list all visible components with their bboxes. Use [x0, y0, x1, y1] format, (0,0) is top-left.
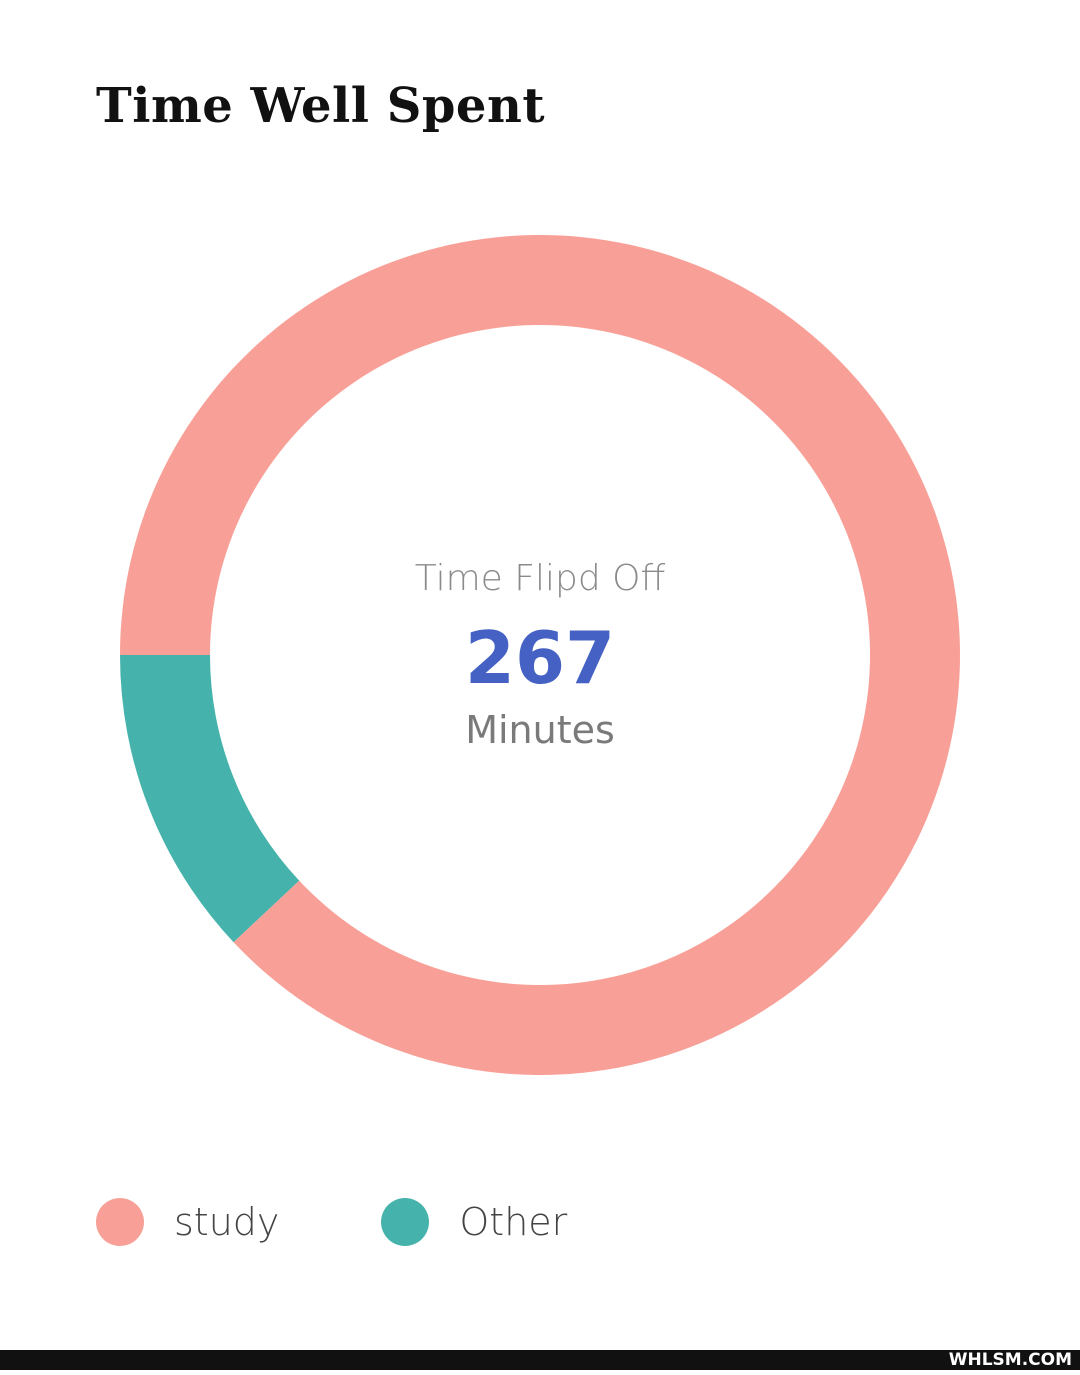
donut-slice-other[interactable]	[120, 655, 300, 943]
legend-dot-other	[381, 1198, 430, 1246]
center-value: 267	[464, 616, 616, 700]
footer-bar	[0, 1350, 1080, 1370]
legend-dot-study	[96, 1198, 144, 1246]
legend-label-other: Other	[459, 1200, 568, 1244]
chart-legend: study Other	[96, 1198, 669, 1246]
legend-item-study[interactable]: study	[96, 1198, 279, 1246]
watermark: WHLSM.COM	[948, 1350, 1072, 1370]
center-unit: Minutes	[465, 708, 615, 752]
center-caption: Time Flipd Off	[414, 558, 666, 599]
page-title: Time Well Spent	[96, 78, 546, 134]
legend-item-other[interactable]: Other	[381, 1198, 567, 1246]
legend-label-study: study	[174, 1200, 280, 1244]
